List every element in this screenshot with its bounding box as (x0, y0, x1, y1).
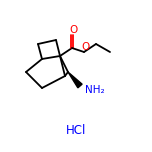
Text: NH₂: NH₂ (85, 85, 105, 95)
Text: O: O (81, 42, 89, 52)
Text: O: O (69, 25, 77, 35)
Polygon shape (68, 72, 82, 88)
Text: HCl: HCl (66, 123, 86, 136)
